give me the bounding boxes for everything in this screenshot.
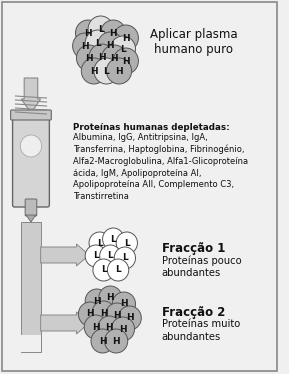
Circle shape <box>101 20 126 46</box>
Text: Albumina, IgG, Antitripsina, IgA,
Transferrina, Haptoglobina, Fibrinogénio,
Alfa: Albumina, IgG, Antitripsina, IgA, Transf… <box>73 133 248 201</box>
Text: H: H <box>90 67 98 76</box>
Text: L: L <box>110 234 116 243</box>
Circle shape <box>116 232 138 254</box>
Circle shape <box>105 303 129 327</box>
Circle shape <box>110 36 136 62</box>
Circle shape <box>93 259 114 281</box>
Text: H: H <box>86 310 94 319</box>
Circle shape <box>105 329 128 353</box>
Polygon shape <box>26 215 36 222</box>
FancyBboxPatch shape <box>25 199 37 216</box>
Text: H: H <box>122 34 130 43</box>
Text: L: L <box>98 25 103 34</box>
Text: Proteínas humanas depletadas:: Proteínas humanas depletadas: <box>73 123 229 132</box>
Circle shape <box>113 48 138 74</box>
Text: H: H <box>112 337 120 346</box>
Circle shape <box>84 315 108 339</box>
Circle shape <box>89 44 114 70</box>
Text: H: H <box>100 309 108 318</box>
Text: Fracção 2: Fracção 2 <box>162 306 225 319</box>
FancyArrow shape <box>21 78 41 113</box>
Text: H: H <box>110 53 118 62</box>
Text: H: H <box>113 310 121 319</box>
FancyBboxPatch shape <box>11 110 51 120</box>
Text: H: H <box>119 325 127 334</box>
Circle shape <box>85 30 110 56</box>
Text: Aplicar plasma
humano puro: Aplicar plasma humano puro <box>150 28 237 56</box>
Text: L: L <box>115 266 121 275</box>
Text: H: H <box>105 324 113 332</box>
Circle shape <box>112 292 136 316</box>
Circle shape <box>20 135 42 157</box>
Circle shape <box>94 58 119 84</box>
Circle shape <box>98 32 123 58</box>
Text: L: L <box>93 251 99 261</box>
Circle shape <box>92 301 115 325</box>
Circle shape <box>78 302 102 326</box>
Circle shape <box>113 25 138 51</box>
Text: H: H <box>107 40 114 49</box>
FancyBboxPatch shape <box>21 335 41 352</box>
Text: Proteínas pouco
abundantes: Proteínas pouco abundantes <box>162 255 241 278</box>
Text: H: H <box>122 56 130 65</box>
Text: H: H <box>85 53 93 62</box>
FancyArrow shape <box>41 244 89 266</box>
Text: H: H <box>92 322 100 331</box>
Text: L: L <box>120 45 126 53</box>
Text: L: L <box>95 39 101 47</box>
Circle shape <box>85 245 106 267</box>
Text: H: H <box>93 297 101 306</box>
Text: L: L <box>101 266 106 275</box>
Circle shape <box>81 58 106 84</box>
Text: H: H <box>84 28 92 37</box>
Text: Proteínas muito
abundantes: Proteínas muito abundantes <box>162 319 240 342</box>
FancyArrow shape <box>41 312 89 334</box>
Text: H: H <box>99 337 106 346</box>
Circle shape <box>85 289 108 313</box>
Text: H: H <box>81 42 89 50</box>
Circle shape <box>99 286 122 310</box>
Text: L: L <box>97 239 103 248</box>
Text: L: L <box>108 251 113 261</box>
Circle shape <box>73 33 98 59</box>
FancyBboxPatch shape <box>21 222 41 352</box>
Circle shape <box>106 58 131 84</box>
Text: H: H <box>107 294 114 303</box>
Circle shape <box>98 316 121 340</box>
Text: H: H <box>98 52 105 61</box>
Circle shape <box>77 45 102 71</box>
Text: H: H <box>115 67 123 76</box>
Text: H: H <box>110 28 117 37</box>
Text: H: H <box>120 300 128 309</box>
Text: L: L <box>122 254 128 263</box>
Circle shape <box>111 317 135 341</box>
Circle shape <box>118 306 141 330</box>
Circle shape <box>91 329 114 353</box>
Circle shape <box>103 228 124 250</box>
Circle shape <box>114 247 136 269</box>
Circle shape <box>89 232 110 254</box>
FancyBboxPatch shape <box>13 111 49 207</box>
Text: L: L <box>124 239 130 248</box>
Text: H: H <box>126 313 134 322</box>
Circle shape <box>75 20 101 46</box>
Circle shape <box>102 45 127 71</box>
Circle shape <box>88 16 113 42</box>
Circle shape <box>108 259 129 281</box>
Text: Fracção 1: Fracção 1 <box>162 242 225 255</box>
Text: L: L <box>103 67 109 76</box>
Circle shape <box>100 245 121 267</box>
